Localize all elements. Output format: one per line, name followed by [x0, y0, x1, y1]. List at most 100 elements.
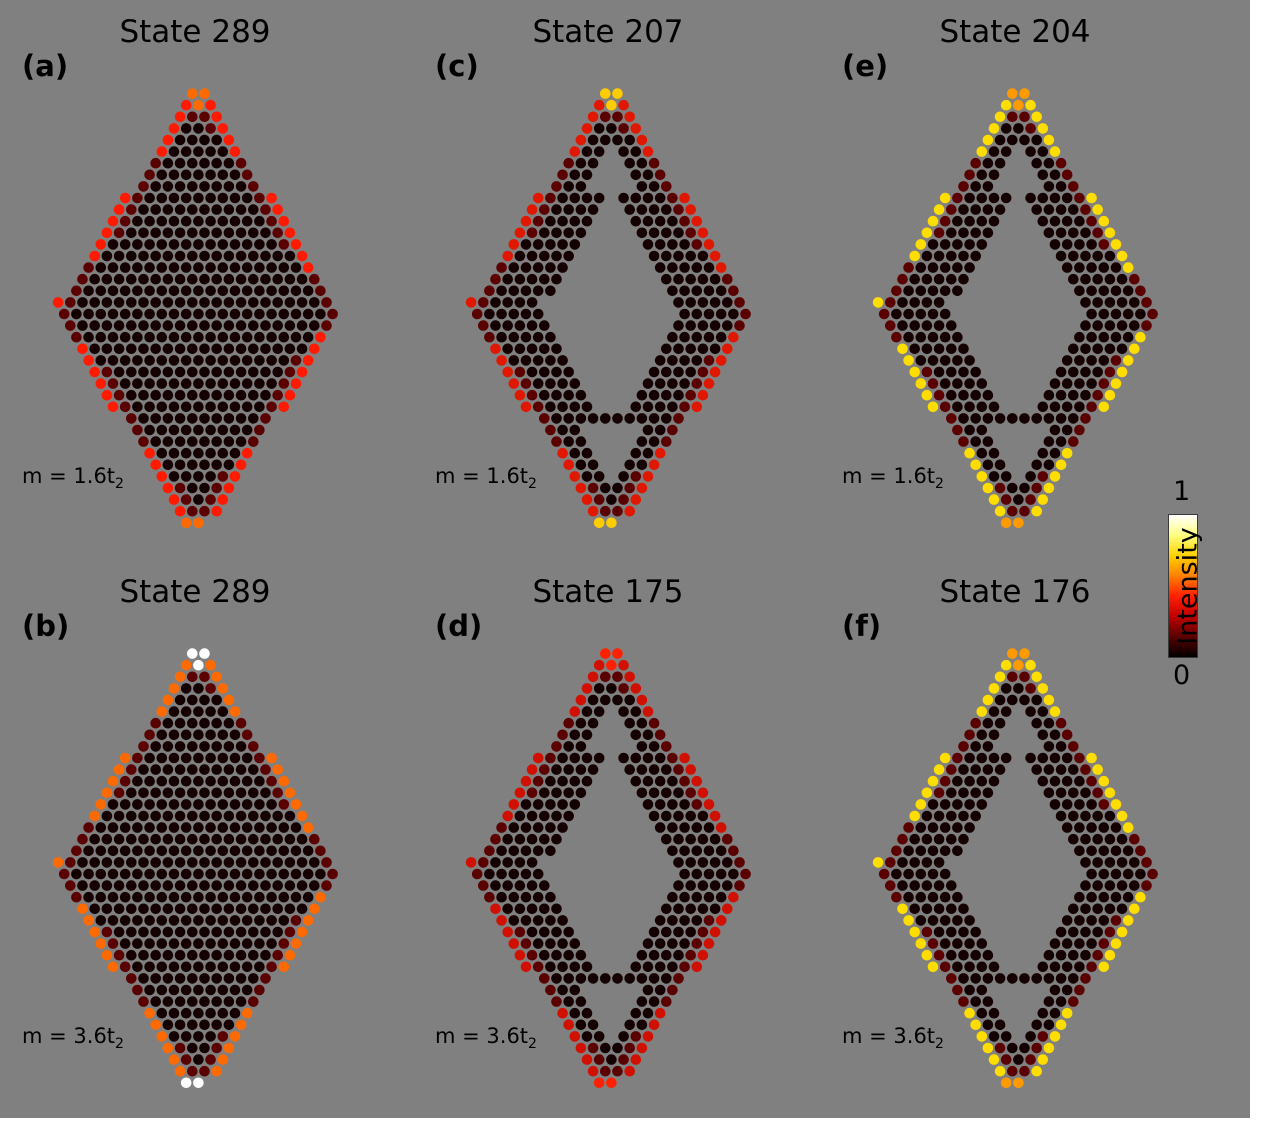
- lattice-site: [248, 389, 259, 401]
- lattice-site: [1086, 961, 1097, 973]
- lattice-site: [539, 926, 550, 938]
- lattice-site: [661, 389, 672, 401]
- lattice-site: [199, 436, 210, 447]
- lattice-site: [113, 250, 125, 262]
- lattice-site: [1122, 331, 1134, 343]
- lattice-site: [1068, 366, 1079, 378]
- panel-e: State 204 (e) m = 1.6t2: [820, 0, 1210, 555]
- lattice-site: [988, 752, 1000, 764]
- lattice-site: [539, 273, 550, 285]
- lattice-site: [193, 845, 204, 857]
- lattice-site: [982, 717, 994, 729]
- lattice-site: [927, 799, 939, 810]
- lattice-site: [514, 389, 526, 401]
- lattice-site: [241, 331, 253, 343]
- lattice-site: [679, 285, 690, 297]
- lattice-site: [241, 1007, 253, 1019]
- lattice-site: [569, 378, 581, 389]
- lattice-site: [471, 868, 483, 880]
- lattice-site: [1074, 215, 1085, 227]
- lattice-site: [551, 833, 562, 845]
- lattice-site: [248, 320, 259, 331]
- lattice-site: [593, 146, 605, 157]
- lattice-site: [187, 764, 198, 775]
- lattice-site: [520, 401, 532, 413]
- lattice-site: [260, 297, 271, 308]
- lattice-site: [144, 262, 155, 273]
- lattice-site: [532, 215, 544, 227]
- lattice-site: [1068, 436, 1079, 447]
- lattice-site: [600, 505, 611, 517]
- lattice-site: [1049, 984, 1061, 996]
- lattice-site: [229, 239, 241, 250]
- panel-label: (b): [22, 609, 70, 643]
- lattice-site: [113, 273, 125, 285]
- lattice-site: [679, 891, 690, 903]
- lattice-site: [1049, 706, 1061, 717]
- lattice-site: [612, 482, 623, 494]
- lattice-site: [235, 926, 247, 938]
- lattice-site: [593, 192, 605, 204]
- lattice-site: [180, 99, 192, 111]
- lattice-site: [199, 833, 210, 845]
- lattice-site: [939, 915, 951, 926]
- lattice-site: [168, 239, 180, 250]
- lattice-site: [976, 775, 988, 787]
- lattice-site: [1080, 343, 1091, 355]
- lattice-site: [551, 741, 562, 752]
- lattice-site: [551, 227, 562, 239]
- lattice-site: [667, 355, 678, 366]
- lattice-site: [174, 787, 186, 799]
- lattice-site: [520, 215, 532, 227]
- lattice-site: [958, 903, 969, 915]
- lattice-site: [933, 810, 945, 822]
- lattice-site: [915, 938, 927, 949]
- lattice-site: [150, 436, 161, 447]
- lattice-site: [217, 822, 229, 833]
- lattice-site: [1031, 717, 1042, 729]
- lattice-site: [1092, 833, 1103, 845]
- lattice-site: [132, 938, 143, 949]
- lattice-site: [1061, 215, 1073, 227]
- lattice-site: [1043, 459, 1055, 471]
- lattice-site: [1000, 192, 1012, 204]
- lattice-site: [174, 949, 186, 961]
- lattice-site: [168, 215, 180, 227]
- lattice-site: [1013, 1077, 1024, 1089]
- lattice-site: [952, 775, 963, 787]
- lattice-site: [654, 752, 666, 764]
- lattice-site: [642, 215, 654, 227]
- lattice-site: [569, 729, 581, 741]
- lattice-site: [587, 694, 599, 706]
- lattice-site: [1061, 938, 1073, 949]
- lattice-site: [661, 833, 672, 845]
- lattice-site: [1098, 775, 1110, 787]
- lattice-site: [83, 868, 94, 880]
- colorbar-min-label: 0: [1173, 660, 1191, 691]
- lattice-site: [168, 961, 180, 973]
- lattice-site: [284, 320, 296, 331]
- lattice-site: [551, 366, 562, 378]
- lattice-site: [734, 857, 745, 868]
- lattice-site: [217, 984, 229, 996]
- lattice-site: [1007, 648, 1018, 659]
- lattice-site: [933, 949, 945, 961]
- lattice-site: [193, 822, 204, 833]
- panel-title: State 289: [119, 574, 271, 610]
- lattice-site: [933, 389, 945, 401]
- lattice-site: [278, 262, 290, 273]
- lattice-site: [465, 297, 477, 308]
- lattice-site: [1043, 694, 1055, 706]
- lattice-site: [205, 99, 216, 111]
- lattice-site: [235, 857, 247, 868]
- lattice-site: [575, 389, 587, 401]
- lattice-site: [988, 192, 1000, 204]
- lattice-site: [223, 741, 235, 752]
- lattice-site: [235, 787, 247, 799]
- lattice-site: [144, 752, 155, 764]
- lattice-site: [162, 903, 174, 915]
- lattice-site: [187, 694, 198, 706]
- lattice-site: [211, 111, 222, 123]
- lattice-site: [667, 938, 678, 949]
- lattice-site: [248, 227, 259, 239]
